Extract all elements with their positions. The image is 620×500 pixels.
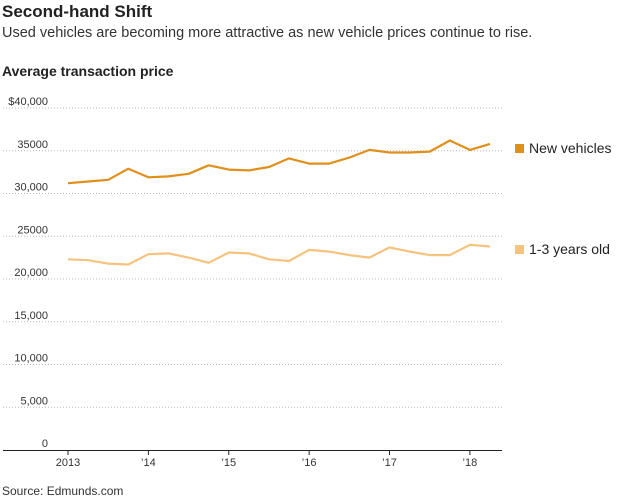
y-tick-label: $40,000 — [8, 96, 48, 108]
legend-label: New vehicles — [529, 140, 611, 156]
legend-swatch — [515, 144, 524, 153]
legend-label: 1-3 years old — [529, 241, 610, 257]
x-tick-label: ’15 — [221, 457, 236, 469]
x-tick-label: ’16 — [302, 457, 317, 469]
y-tick-label: 30,000 — [14, 182, 48, 194]
series-line — [67, 243, 491, 266]
axis-title: Average transaction price — [2, 63, 174, 79]
legend: New vehicles 1-3 years old — [515, 140, 611, 257]
y-tick-label: 35000 — [17, 139, 48, 151]
y-tick-label: 5,000 — [20, 395, 48, 407]
series-lines — [67, 139, 491, 266]
y-tick-label: 10,000 — [14, 353, 48, 365]
x-tick-label: ’17 — [382, 457, 397, 469]
x-tick-label: 2013 — [56, 457, 80, 469]
source-note: Source: Edmunds.com — [2, 484, 124, 498]
x-tick-label: ’18 — [463, 457, 478, 469]
y-tick-label: 25000 — [17, 224, 48, 236]
legend-swatch — [515, 245, 524, 254]
x-axis: 2013 ’14 ’15 ’16 ’17 ’18 — [3, 450, 502, 469]
gridlines — [3, 107, 502, 408]
series-line — [67, 139, 491, 185]
y-tick-label: 0 — [42, 438, 48, 450]
y-tick-label: 15,000 — [14, 310, 48, 322]
y-axis-ticks: 0 5,000 10,000 15,000 20,000 25000 30,000 35000… — [8, 96, 48, 450]
x-tick-label: ’14 — [141, 457, 156, 469]
y-tick-label: 20,000 — [14, 267, 48, 279]
chart-subtitle: Used vehicles are becoming more attracti… — [2, 25, 533, 41]
chart-title: Second-hand Shift — [2, 2, 153, 21]
